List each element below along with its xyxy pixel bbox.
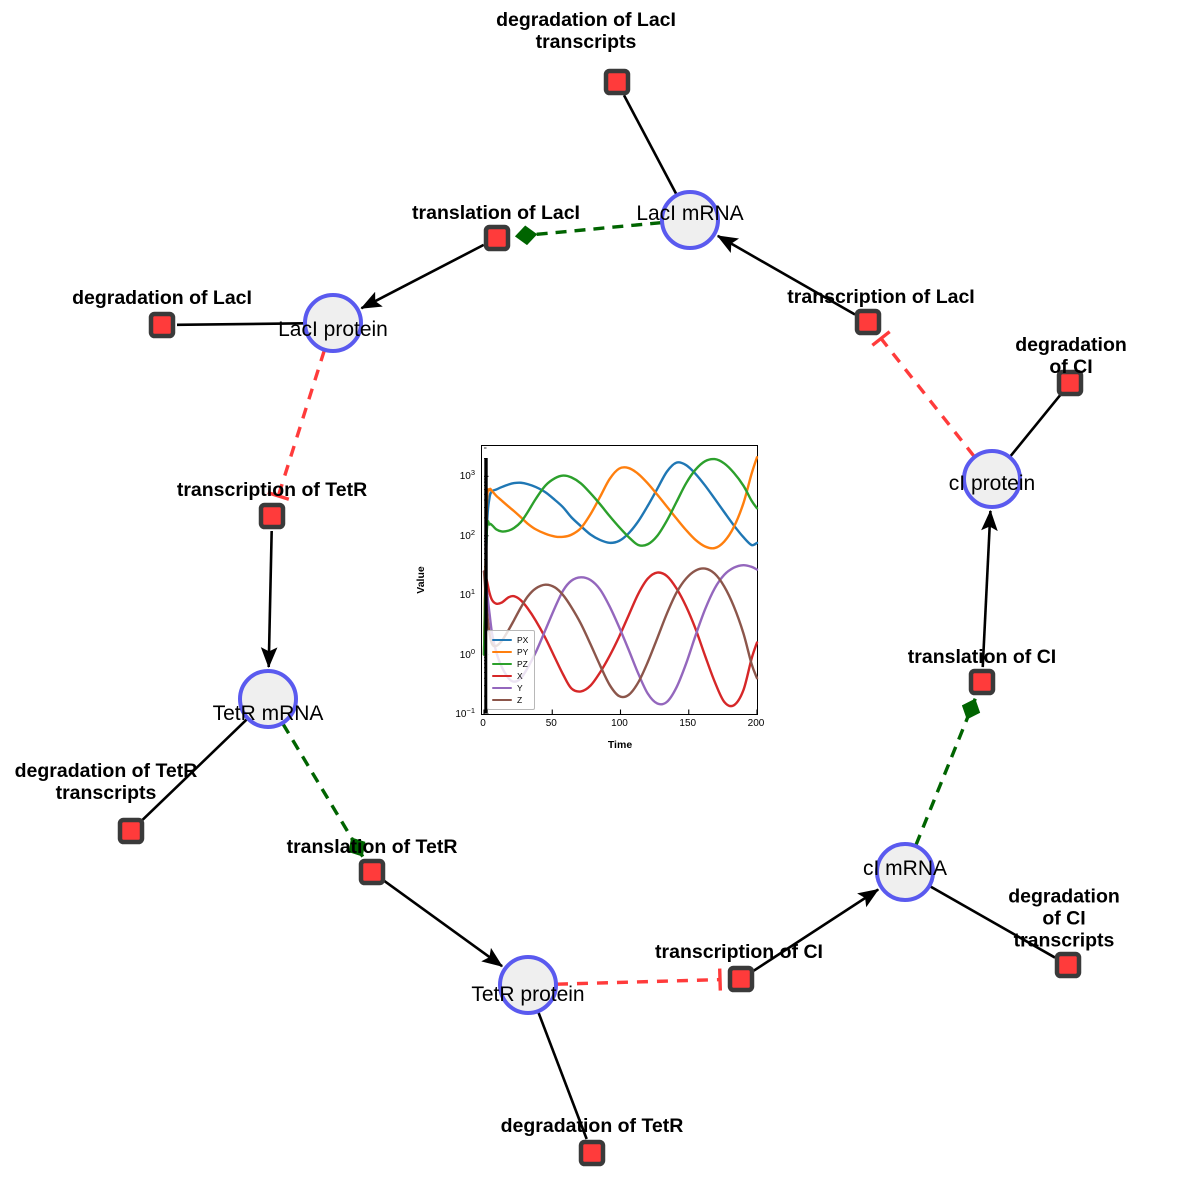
xtick-4: 200 — [747, 718, 765, 729]
edge-ci_mrna-to-transl_ci — [914, 698, 981, 846]
reaction-label-tx_tetr: transcription of TetR — [176, 479, 368, 502]
reaction-label-deg_laci_tx: degradation of LacI transcripts — [496, 9, 676, 53]
reaction-label-transl_tetr: translation of TetR — [286, 836, 458, 859]
series-PX — [482, 461, 759, 656]
xtick-2: 100 — [611, 718, 628, 729]
legend-swatch-PZ — [492, 662, 512, 666]
reaction-node-deg_tetr[interactable] — [578, 1139, 606, 1167]
reaction-label-deg_laci: degradation of LacI — [72, 287, 252, 310]
species-label-tetr_mrna: TetR mRNA — [212, 702, 324, 725]
edge-tetr_protein-to-tx_ci — [556, 968, 723, 991]
chart-ylabel: Value — [415, 566, 427, 594]
reaction-node-deg_laci[interactable] — [148, 311, 176, 339]
edge-deg_ci-to-ci_protein — [1009, 393, 1062, 458]
reaction-label-transl_ci: translation of CI — [907, 646, 1057, 669]
legend-label-Y: Y — [517, 683, 523, 693]
ytick-0: 10−1 — [455, 705, 475, 721]
ytick-4: 103 — [459, 468, 475, 483]
chart-xlabel: Time — [607, 739, 633, 751]
legend-swatch-Z — [492, 698, 512, 702]
reaction-node-transl_tetr[interactable] — [358, 858, 386, 886]
timecourse-plot-lines — [482, 447, 759, 715]
reaction-label-tx_ci: transcription of CI — [655, 941, 823, 964]
reaction-label-transl_laci: translation of LacI — [412, 202, 580, 225]
edge-ci_protein-to-tx_laci — [871, 330, 976, 458]
edge-deg_tetr-to-tetr_protein — [537, 1011, 588, 1140]
legend-swatch-PX — [492, 638, 512, 642]
reaction-node-transl_ci[interactable] — [968, 668, 996, 696]
legend-item-X: X — [492, 670, 528, 682]
reaction-label-tx_laci: transcription of LacI — [787, 286, 975, 309]
edge-layer — [140, 94, 1062, 1140]
reaction-node-tx_laci[interactable] — [854, 308, 882, 336]
reaction-node-deg_laci_tx[interactable] — [603, 68, 631, 96]
chart-legend: PX PY PZ X Y Z — [487, 630, 536, 710]
legend-swatch-Y — [492, 686, 512, 690]
ytick-1: 100 — [459, 646, 475, 661]
edge-tx_tetr-to-tetr_mrna — [260, 530, 278, 669]
species-label-laci_protein: LacI protein — [278, 318, 388, 341]
edge-transl_laci-to-laci_protein — [360, 243, 485, 310]
xtick-1: 50 — [545, 718, 557, 729]
xtick-0: 0 — [480, 718, 486, 729]
legend-item-Z: Z — [492, 694, 528, 706]
edge-tx_ci-to-ci_mrna — [752, 888, 880, 972]
edge-laci_mrna-to-transl_laci — [514, 221, 662, 246]
species-node-ci_protein[interactable] — [962, 449, 1022, 509]
legend-label-PY: PY — [517, 647, 529, 657]
species-node-laci_protein[interactable] — [303, 293, 363, 353]
series-PY — [482, 456, 759, 656]
edge-deg_laci_tx-to-laci_mrna — [622, 94, 678, 195]
edge-deg_tetr_tx-to-tetr_mrna — [140, 718, 249, 822]
legend-item-PY: PY — [492, 646, 528, 658]
node-layer — [117, 68, 1084, 1167]
reaction-label-deg_tetr_tx: degradation of TetR transcripts — [14, 760, 198, 804]
species-label-laci_mrna: LacI mRNA — [636, 202, 744, 225]
edge-transl_tetr-to-tetr_protein — [383, 879, 503, 968]
reaction-label-deg_ci: degradation of CI — [1015, 334, 1127, 378]
edge-deg_ci_tx-to-ci_mrna — [929, 885, 1056, 959]
edge-tetr_mrna-to-transl_tetr — [281, 722, 366, 858]
reaction-node-deg_tetr_tx[interactable] — [117, 817, 145, 845]
edge-tx_laci-to-laci_mrna — [716, 234, 856, 316]
species-label-tetr_protein: TetR protein — [471, 983, 585, 1006]
edge-deg_laci-to-laci_protein — [176, 322, 305, 327]
species-label-ci_protein: cI protein — [948, 472, 1036, 495]
series-X — [482, 570, 759, 708]
ytick-2: 101 — [459, 587, 475, 602]
legend-item-Y: Y — [492, 682, 528, 694]
legend-label-PX: PX — [517, 635, 529, 645]
species-node-tetr_mrna[interactable] — [238, 669, 298, 729]
edge-laci_protein-to-tx_tetr — [267, 350, 326, 501]
plot-series-lines — [482, 456, 759, 708]
edge-transl_ci-to-ci_protein — [981, 509, 998, 668]
reaction-node-tx_ci[interactable] — [727, 965, 755, 993]
species-node-ci_mrna[interactable] — [875, 842, 935, 902]
legend-item-PX: PX — [492, 634, 528, 646]
ytick-3: 102 — [459, 527, 475, 542]
series-PZ — [482, 457, 759, 656]
legend-swatch-X — [492, 674, 512, 678]
legend-swatch-PY — [492, 650, 512, 654]
reaction-node-deg_ci_tx[interactable] — [1054, 951, 1082, 979]
reaction-node-deg_ci[interactable] — [1056, 369, 1084, 397]
species-node-laci_mrna[interactable] — [660, 190, 720, 250]
legend-item-PZ: PZ — [492, 658, 528, 670]
legend-label-PZ: PZ — [517, 659, 528, 669]
reaction-label-deg_tetr: degradation of TetR — [500, 1115, 684, 1138]
xtick-3: 150 — [679, 718, 697, 729]
reaction-node-tx_tetr[interactable] — [258, 502, 286, 530]
legend-label-Z: Z — [517, 695, 523, 705]
legend-label-X: X — [517, 671, 523, 681]
reaction-node-transl_laci[interactable] — [483, 224, 511, 252]
reaction-label-deg_ci_tx: degradation of CI transcripts — [1008, 885, 1120, 951]
species-label-ci_mrna: cI mRNA — [863, 857, 947, 880]
species-node-tetr_protein[interactable] — [498, 955, 558, 1015]
